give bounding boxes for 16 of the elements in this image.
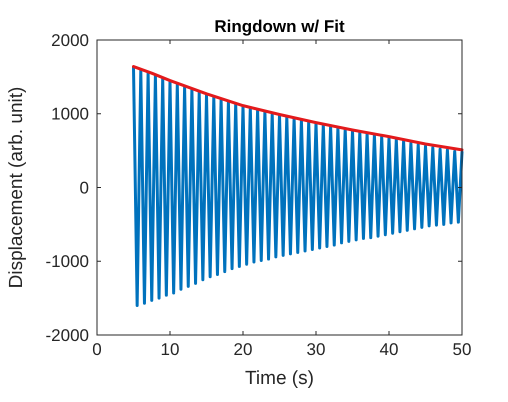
x-axis-title: Time (s) xyxy=(245,368,314,389)
y-tick-label: -2000 xyxy=(46,326,89,345)
y-tick-label: 1000 xyxy=(51,104,89,124)
x-tick-label: 40 xyxy=(380,340,398,359)
y-tick-label: 0 xyxy=(80,178,89,198)
x-tick-label: 30 xyxy=(306,340,326,359)
x-tick-label: 50 xyxy=(452,340,472,359)
x-tick-label: 10 xyxy=(160,340,180,359)
line-series xyxy=(132,65,464,152)
chart-title: Ringdown w/ Fit xyxy=(214,17,345,36)
x-tick-label: 0 xyxy=(92,340,102,359)
y-tick-label: -1000 xyxy=(46,252,89,272)
line-series xyxy=(132,66,464,307)
x-tick-label: 20 xyxy=(234,340,252,359)
y-tick-label: 2000 xyxy=(51,30,89,50)
y-axis-title: Displacement (arb. unit) xyxy=(6,86,27,288)
